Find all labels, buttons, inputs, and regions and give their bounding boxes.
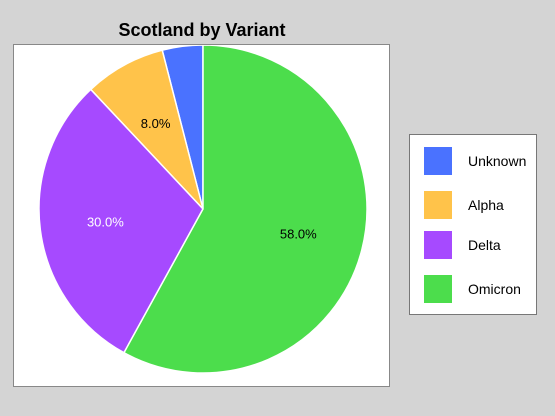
legend-item-alpha: Alpha [424, 191, 504, 219]
chart-title: Scotland by Variant [118, 20, 286, 40]
pie-slice-omicron [122, 45, 368, 374]
pie-slice-delta [38, 88, 204, 354]
slice-label-alpha: 8.0% [141, 116, 171, 131]
legend-item-delta: Delta [424, 231, 501, 259]
legend-swatch-delta [424, 231, 452, 259]
legend-label-delta: Delta [468, 237, 501, 253]
slice-label-omicron: 58.0% [280, 226, 317, 241]
legend: Unknown Alpha Delta Omicron [409, 134, 537, 315]
legend-label-omicron: Omicron [468, 281, 521, 297]
plot-panel: 8.0% 30.0% 58.0% [13, 44, 390, 387]
legend-swatch-omicron [424, 275, 452, 303]
legend-label-unknown: Unknown [468, 153, 527, 169]
legend-label-alpha: Alpha [468, 197, 504, 213]
legend-item-omicron: Omicron [424, 275, 521, 303]
pie-chart: 8.0% 30.0% 58.0% [38, 45, 368, 374]
legend-item-unknown: Unknown [424, 147, 526, 175]
slice-label-delta: 30.0% [87, 214, 124, 229]
legend-swatch-alpha [424, 191, 452, 219]
legend-swatch-unknown [424, 147, 452, 175]
